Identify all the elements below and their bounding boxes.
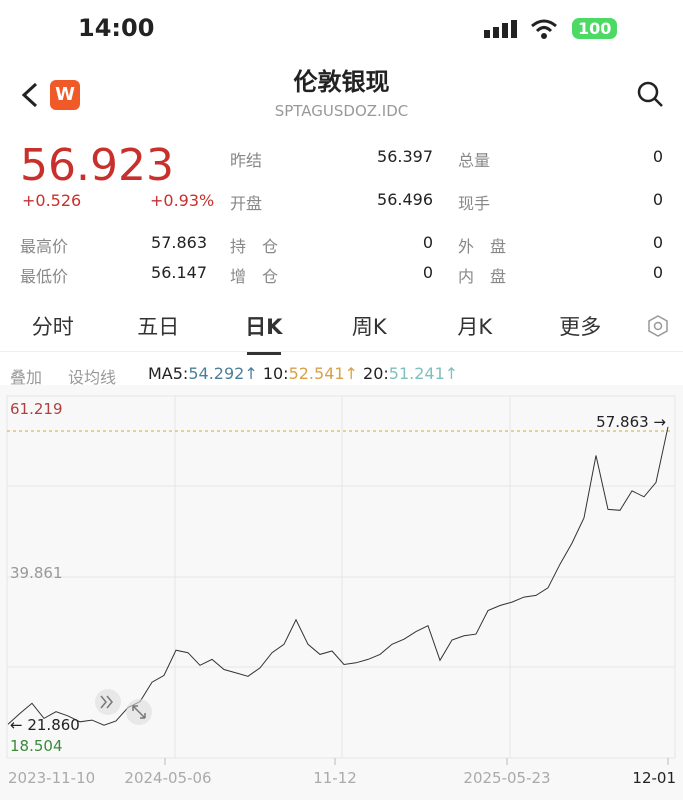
ma5-label: MA5: — [148, 364, 189, 383]
field-value: 0 — [422, 233, 433, 252]
y-top-label: 61.219 — [10, 400, 63, 418]
field-value: 0 — [652, 263, 663, 282]
back-icon[interactable] — [18, 80, 42, 110]
status-bar: 14:00 100 — [0, 8, 683, 42]
battery-icon: 100 — [572, 18, 618, 39]
tab-daily-k[interactable]: 日K — [211, 311, 317, 355]
field-label: 总量 — [458, 151, 491, 170]
overlay-button[interactable]: 叠加 — [10, 368, 43, 387]
tab-more[interactable]: 更多 — [559, 314, 602, 339]
expand-left-icon — [95, 689, 121, 715]
page-title: 伦敦银现 — [293, 68, 390, 96]
tab-weekly-k[interactable]: 周K — [351, 314, 387, 339]
field-label: 最低价 — [20, 267, 69, 286]
field-value: 0 — [652, 190, 663, 209]
ma10-value: 52.541↑ — [288, 364, 358, 383]
clock: 14:00 — [78, 14, 155, 42]
wifi-icon — [531, 19, 557, 39]
field-label: 持 仓 — [230, 237, 279, 256]
price-line — [7, 426, 669, 726]
signal-icon — [484, 20, 517, 38]
field-label: 外 盘 — [458, 237, 507, 256]
x-tick-label: 2024-05-06 — [124, 769, 211, 787]
settings-icon[interactable] — [633, 314, 683, 337]
fullscreen-icon — [126, 699, 152, 725]
field-value: 56.147 — [151, 263, 207, 282]
x-tick-label: 2025-05-23 — [463, 769, 550, 787]
symbol-code: SPTAGUSDOZ.IDC — [274, 102, 409, 120]
tab-five-day[interactable]: 五日 — [137, 314, 180, 339]
field-label: 开盘 — [230, 194, 263, 213]
price-change: +0.526 — [22, 191, 82, 210]
ma10-label: 10: — [262, 364, 289, 383]
x-tick-label: 11-12 — [313, 769, 357, 787]
max-marker: 57.863 → — [596, 413, 666, 431]
field-label: 最高价 — [20, 237, 69, 256]
ma-legend: MA5:54.292↑ 10:52.541↑ 20:51.241↑ — [148, 364, 458, 383]
ma20-value: 51.241↑ — [388, 364, 459, 383]
field-value: 56.496 — [377, 190, 433, 209]
field-value: 57.863 — [151, 233, 207, 252]
field-value: 0 — [422, 263, 433, 282]
logo: W — [50, 80, 80, 110]
period-tabs: 分时 五日 日K 周K 月K 更多 — [0, 300, 683, 355]
field-label: 现手 — [458, 194, 491, 213]
x-tick-label: 12-01 — [632, 769, 676, 787]
ma5-value: 54.292↑ — [188, 364, 258, 383]
field-value: 0 — [652, 147, 663, 166]
field-label: 内 盘 — [458, 267, 507, 286]
set-ma-button[interactable]: 设均线 — [68, 368, 117, 387]
y-bottom-label: 18.504 — [10, 737, 63, 755]
tab-monthly-k[interactable]: 月K — [457, 314, 493, 339]
ma20-label: 20: — [363, 364, 389, 383]
field-label: 增 仓 — [230, 267, 279, 286]
field-value: 56.397 — [377, 147, 433, 166]
field-label: 昨结 — [230, 151, 263, 170]
tab-intraday[interactable]: 分时 — [31, 314, 74, 339]
search-icon[interactable] — [636, 80, 664, 108]
min-marker: ← 21.860 — [10, 716, 80, 734]
field-value: 0 — [652, 233, 663, 252]
price-change-pct: +0.93% — [150, 191, 215, 210]
last-price: 56.923 — [20, 140, 174, 191]
x-tick-label: 2023-11-10 — [8, 769, 95, 787]
y-mid-label: 39.861 — [10, 564, 63, 582]
